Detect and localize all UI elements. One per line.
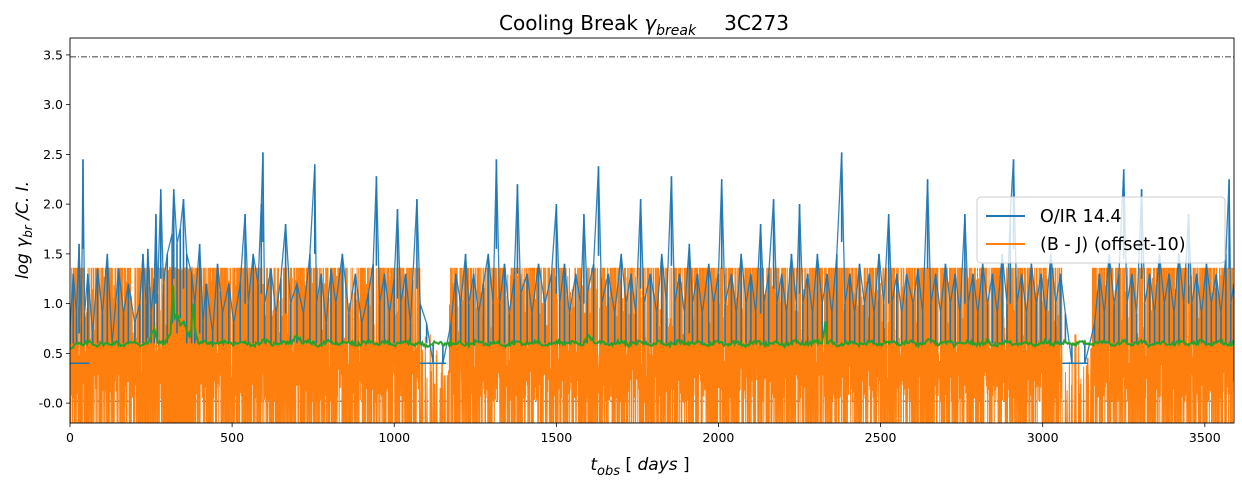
title-source: 3C273: [724, 11, 789, 35]
chart-title: Cooling Break γbreak 3C273: [499, 11, 789, 39]
y-axis-ticks: -0.0 0.5 1.0 1.5 2.0 2.5 3.0 3.5: [39, 47, 70, 411]
x-tick-label: 2000: [703, 430, 735, 445]
legend-label-b-j: (B - J) (offset-10): [1040, 235, 1186, 255]
ylabel-log: log: [13, 248, 33, 279]
y-tick-label: 2.0: [43, 197, 63, 212]
title-gamma: γ: [644, 11, 657, 35]
xlabel-bracket-open: [: [620, 455, 637, 475]
y-tick-label: 3.0: [43, 97, 63, 112]
legend: O/IR 14.4 (B - J) (offset-10): [976, 196, 1226, 264]
legend-label-oir: O/IR 14.4: [1040, 207, 1122, 227]
series-oir-line: [70, 152, 1234, 365]
y-axis-label: log γbr /C. I.: [13, 181, 35, 279]
y-tick-label: 2.5: [43, 147, 63, 162]
y-tick-label: 3.5: [43, 47, 63, 62]
y-tick-label: -0.0: [39, 396, 63, 411]
y-tick-label: 1.0: [43, 296, 63, 311]
x-tick-label: 2500: [865, 430, 897, 445]
ylabel-rest: /C. I.: [13, 181, 33, 225]
xlabel-unit: days: [637, 455, 677, 475]
x-axis-label: tobs [ days ]: [590, 455, 689, 479]
x-tick-label: 1000: [378, 430, 410, 445]
y-tick-label: 1.5: [43, 246, 63, 261]
x-tick-label: 1500: [540, 430, 572, 445]
x-axis-ticks: 0 500 1000 1500 2000 2500 3000 3500: [66, 423, 1221, 445]
ylabel-gamma-sub: br: [21, 224, 35, 238]
title-main: Cooling Break: [499, 11, 644, 35]
x-tick-label: 3500: [1189, 430, 1221, 445]
legend-box: [976, 196, 1226, 264]
series-oir-path: [70, 152, 1234, 364]
series-green-line: [70, 285, 1234, 350]
ylabel-gamma: γ: [13, 237, 33, 248]
x-tick-label: 500: [220, 430, 244, 445]
title-gamma-sub: break: [656, 23, 697, 39]
plot-area: [70, 56, 1234, 423]
y-tick-label: 0.5: [43, 346, 63, 361]
series-green-path: [70, 285, 1234, 350]
x-tick-label: 3000: [1027, 430, 1059, 445]
x-tick-label: 0: [66, 430, 74, 445]
xlabel-t-sub: obs: [597, 464, 620, 479]
xlabel-t: t: [590, 455, 598, 475]
plot-frame: [69, 37, 1235, 424]
xlabel-bracket-close: ]: [678, 455, 690, 475]
